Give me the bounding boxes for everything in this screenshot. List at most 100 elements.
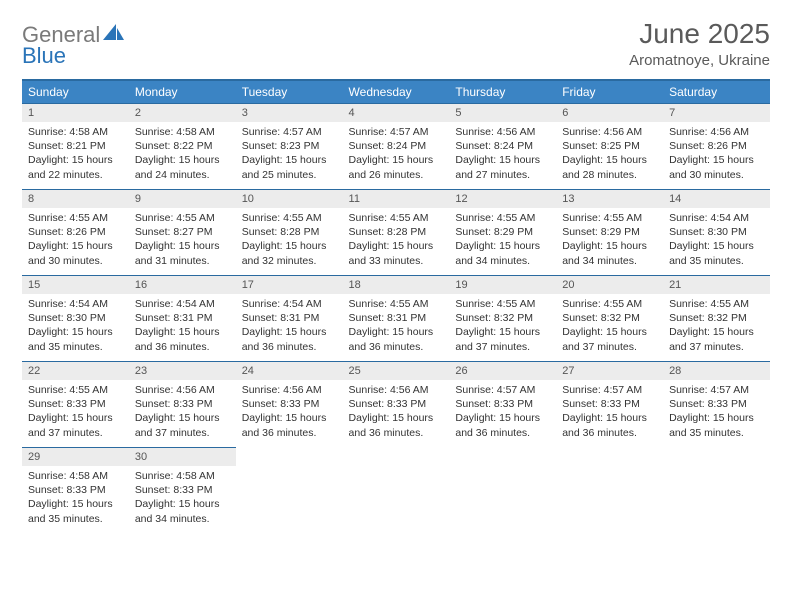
brand-word-2: Blue [22, 46, 125, 67]
day-details: Sunrise: 4:57 AMSunset: 8:33 PMDaylight:… [663, 380, 770, 446]
calendar-cell: 21Sunrise: 4:55 AMSunset: 8:32 PMDayligh… [663, 275, 770, 361]
day-details: Sunrise: 4:57 AMSunset: 8:33 PMDaylight:… [449, 380, 556, 446]
day-details: Sunrise: 4:54 AMSunset: 8:30 PMDaylight:… [22, 294, 129, 360]
day-number: 14 [663, 189, 770, 208]
calendar-cell [556, 447, 663, 533]
weekday-header: Thursday [449, 80, 556, 103]
day-number: 29 [22, 447, 129, 466]
location-title: Aromatnoye, Ukraine [629, 52, 770, 69]
calendar-cell: 8Sunrise: 4:55 AMSunset: 8:26 PMDaylight… [22, 189, 129, 275]
day-details: Sunrise: 4:54 AMSunset: 8:31 PMDaylight:… [236, 294, 343, 360]
day-number: 20 [556, 275, 663, 294]
day-details: Sunrise: 4:57 AMSunset: 8:23 PMDaylight:… [236, 122, 343, 188]
day-details: Sunrise: 4:58 AMSunset: 8:33 PMDaylight:… [129, 466, 236, 532]
calendar-cell: 4Sunrise: 4:57 AMSunset: 8:24 PMDaylight… [343, 103, 450, 189]
day-details: Sunrise: 4:55 AMSunset: 8:32 PMDaylight:… [556, 294, 663, 360]
calendar-table: Sunday Monday Tuesday Wednesday Thursday… [22, 79, 770, 533]
day-details: Sunrise: 4:55 AMSunset: 8:33 PMDaylight:… [22, 380, 129, 446]
day-number: 17 [236, 275, 343, 294]
day-details: Sunrise: 4:55 AMSunset: 8:32 PMDaylight:… [449, 294, 556, 360]
day-number: 26 [449, 361, 556, 380]
day-details: Sunrise: 4:57 AMSunset: 8:33 PMDaylight:… [556, 380, 663, 446]
calendar-cell: 26Sunrise: 4:57 AMSunset: 8:33 PMDayligh… [449, 361, 556, 447]
calendar-cell: 30Sunrise: 4:58 AMSunset: 8:33 PMDayligh… [129, 447, 236, 533]
calendar-cell: 20Sunrise: 4:55 AMSunset: 8:32 PMDayligh… [556, 275, 663, 361]
day-details: Sunrise: 4:55 AMSunset: 8:28 PMDaylight:… [236, 208, 343, 274]
header: General Blue June 2025 Aromatnoye, Ukrai… [22, 18, 770, 69]
calendar-cell: 10Sunrise: 4:55 AMSunset: 8:28 PMDayligh… [236, 189, 343, 275]
calendar-cell: 23Sunrise: 4:56 AMSunset: 8:33 PMDayligh… [129, 361, 236, 447]
day-details: Sunrise: 4:58 AMSunset: 8:21 PMDaylight:… [22, 122, 129, 188]
calendar-cell: 15Sunrise: 4:54 AMSunset: 8:30 PMDayligh… [22, 275, 129, 361]
weekday-header: Saturday [663, 80, 770, 103]
calendar-cell: 5Sunrise: 4:56 AMSunset: 8:24 PMDaylight… [449, 103, 556, 189]
day-number: 22 [22, 361, 129, 380]
day-number: 12 [449, 189, 556, 208]
weekday-header: Tuesday [236, 80, 343, 103]
day-number: 1 [22, 103, 129, 122]
day-number: 27 [556, 361, 663, 380]
day-details: Sunrise: 4:54 AMSunset: 8:31 PMDaylight:… [129, 294, 236, 360]
weekday-header: Sunday [22, 80, 129, 103]
day-details: Sunrise: 4:55 AMSunset: 8:32 PMDaylight:… [663, 294, 770, 360]
calendar-cell: 22Sunrise: 4:55 AMSunset: 8:33 PMDayligh… [22, 361, 129, 447]
calendar-cell: 13Sunrise: 4:55 AMSunset: 8:29 PMDayligh… [556, 189, 663, 275]
day-number: 10 [236, 189, 343, 208]
day-number: 30 [129, 447, 236, 466]
day-details: Sunrise: 4:56 AMSunset: 8:26 PMDaylight:… [663, 122, 770, 188]
day-number: 15 [22, 275, 129, 294]
day-number: 9 [129, 189, 236, 208]
calendar-cell: 9Sunrise: 4:55 AMSunset: 8:27 PMDaylight… [129, 189, 236, 275]
day-number: 7 [663, 103, 770, 122]
calendar-cell: 7Sunrise: 4:56 AMSunset: 8:26 PMDaylight… [663, 103, 770, 189]
day-number: 25 [343, 361, 450, 380]
day-number: 5 [449, 103, 556, 122]
day-details: Sunrise: 4:55 AMSunset: 8:27 PMDaylight:… [129, 208, 236, 274]
day-number: 16 [129, 275, 236, 294]
day-details: Sunrise: 4:55 AMSunset: 8:29 PMDaylight:… [556, 208, 663, 274]
calendar-cell: 1Sunrise: 4:58 AMSunset: 8:21 PMDaylight… [22, 103, 129, 189]
calendar-cell: 25Sunrise: 4:56 AMSunset: 8:33 PMDayligh… [343, 361, 450, 447]
calendar-cell: 28Sunrise: 4:57 AMSunset: 8:33 PMDayligh… [663, 361, 770, 447]
day-number: 11 [343, 189, 450, 208]
day-details: Sunrise: 4:55 AMSunset: 8:28 PMDaylight:… [343, 208, 450, 274]
day-number: 28 [663, 361, 770, 380]
calendar-cell: 16Sunrise: 4:54 AMSunset: 8:31 PMDayligh… [129, 275, 236, 361]
calendar-cell [236, 447, 343, 533]
weekday-header: Monday [129, 80, 236, 103]
calendar-cell: 29Sunrise: 4:58 AMSunset: 8:33 PMDayligh… [22, 447, 129, 533]
calendar-row: 22Sunrise: 4:55 AMSunset: 8:33 PMDayligh… [22, 361, 770, 447]
day-details: Sunrise: 4:56 AMSunset: 8:33 PMDaylight:… [236, 380, 343, 446]
day-number: 24 [236, 361, 343, 380]
day-details: Sunrise: 4:55 AMSunset: 8:26 PMDaylight:… [22, 208, 129, 274]
calendar-cell: 14Sunrise: 4:54 AMSunset: 8:30 PMDayligh… [663, 189, 770, 275]
day-details: Sunrise: 4:58 AMSunset: 8:22 PMDaylight:… [129, 122, 236, 188]
day-number: 23 [129, 361, 236, 380]
day-number: 4 [343, 103, 450, 122]
day-number: 18 [343, 275, 450, 294]
calendar-cell: 6Sunrise: 4:56 AMSunset: 8:25 PMDaylight… [556, 103, 663, 189]
calendar-row: 8Sunrise: 4:55 AMSunset: 8:26 PMDaylight… [22, 189, 770, 275]
day-details: Sunrise: 4:56 AMSunset: 8:25 PMDaylight:… [556, 122, 663, 188]
calendar-cell: 12Sunrise: 4:55 AMSunset: 8:29 PMDayligh… [449, 189, 556, 275]
calendar-cell: 19Sunrise: 4:55 AMSunset: 8:32 PMDayligh… [449, 275, 556, 361]
calendar-cell [449, 447, 556, 533]
day-number: 13 [556, 189, 663, 208]
calendar-cell [663, 447, 770, 533]
day-number: 3 [236, 103, 343, 122]
day-details: Sunrise: 4:55 AMSunset: 8:31 PMDaylight:… [343, 294, 450, 360]
calendar-row: 29Sunrise: 4:58 AMSunset: 8:33 PMDayligh… [22, 447, 770, 533]
calendar-cell [343, 447, 450, 533]
day-details: Sunrise: 4:58 AMSunset: 8:33 PMDaylight:… [22, 466, 129, 532]
day-details: Sunrise: 4:55 AMSunset: 8:29 PMDaylight:… [449, 208, 556, 274]
day-details: Sunrise: 4:56 AMSunset: 8:24 PMDaylight:… [449, 122, 556, 188]
day-details: Sunrise: 4:56 AMSunset: 8:33 PMDaylight:… [129, 380, 236, 446]
day-number: 6 [556, 103, 663, 122]
calendar-row: 1Sunrise: 4:58 AMSunset: 8:21 PMDaylight… [22, 103, 770, 189]
day-number: 2 [129, 103, 236, 122]
day-number: 19 [449, 275, 556, 294]
calendar-cell: 17Sunrise: 4:54 AMSunset: 8:31 PMDayligh… [236, 275, 343, 361]
brand-logo: General Blue [22, 18, 125, 67]
day-number: 8 [22, 189, 129, 208]
weekday-header: Friday [556, 80, 663, 103]
